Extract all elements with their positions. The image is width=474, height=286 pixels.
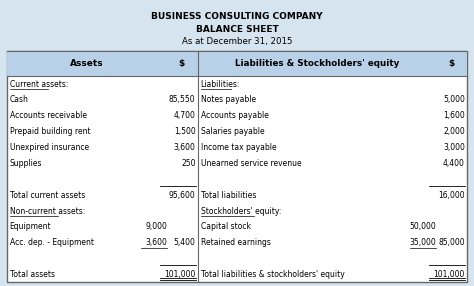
Text: Total current assets: Total current assets [9, 191, 85, 200]
Text: 85,000: 85,000 [438, 238, 465, 247]
Text: 35,000: 35,000 [410, 238, 437, 247]
Text: 250: 250 [181, 159, 195, 168]
Text: Total liabilities & stockholders' equity: Total liabilities & stockholders' equity [201, 270, 345, 279]
Bar [7, 51, 467, 283]
Text: 95,600: 95,600 [169, 191, 195, 200]
Text: Retained earnings: Retained earnings [201, 238, 271, 247]
Text: Acc. dep. - Equipment: Acc. dep. - Equipment [9, 238, 94, 247]
Text: 3,000: 3,000 [443, 143, 465, 152]
Text: Accounts receivable: Accounts receivable [9, 111, 87, 120]
Text: Notes payable: Notes payable [201, 96, 256, 104]
Text: 5,400: 5,400 [173, 238, 195, 247]
Bar [7, 51, 467, 76]
Text: Capital stock: Capital stock [201, 223, 251, 231]
Text: Stockholders' equity:: Stockholders' equity: [201, 206, 281, 216]
Text: Salaries payable: Salaries payable [201, 127, 264, 136]
Text: BALANCE SHEET: BALANCE SHEET [196, 25, 278, 34]
Text: 85,550: 85,550 [169, 96, 195, 104]
Text: Assets: Assets [70, 59, 104, 68]
Text: 50,000: 50,000 [410, 223, 437, 231]
Text: Unearned service revenue: Unearned service revenue [201, 159, 301, 168]
Text: Liabilities & Stockholders' equity: Liabilities & Stockholders' equity [235, 59, 399, 68]
Text: Cash: Cash [9, 96, 28, 104]
Text: BUSINESS CONSULTING COMPANY: BUSINESS CONSULTING COMPANY [151, 12, 323, 21]
Text: 2,000: 2,000 [443, 127, 465, 136]
Text: Equipment: Equipment [9, 223, 51, 231]
Text: 16,000: 16,000 [438, 191, 465, 200]
Text: 3,600: 3,600 [145, 238, 167, 247]
Text: 1,500: 1,500 [174, 127, 195, 136]
Text: 4,400: 4,400 [443, 159, 465, 168]
Text: 9,000: 9,000 [145, 223, 167, 231]
Text: $: $ [178, 59, 184, 68]
Text: Accounts payable: Accounts payable [201, 111, 269, 120]
Text: Liabilities:: Liabilities: [201, 80, 240, 89]
Text: Total assets: Total assets [9, 270, 55, 279]
Text: 101,000: 101,000 [164, 270, 195, 279]
Text: $: $ [449, 59, 455, 68]
Text: 101,000: 101,000 [433, 270, 465, 279]
Text: Total liabilities: Total liabilities [201, 191, 256, 200]
Text: 4,700: 4,700 [173, 111, 195, 120]
Text: Non-current assets:: Non-current assets: [9, 206, 85, 216]
Text: 3,600: 3,600 [173, 143, 195, 152]
Text: Prepaid building rent: Prepaid building rent [9, 127, 91, 136]
Text: 5,000: 5,000 [443, 96, 465, 104]
Text: Current assets:: Current assets: [9, 80, 68, 89]
Text: 1,600: 1,600 [443, 111, 465, 120]
Text: Income tax payable: Income tax payable [201, 143, 276, 152]
Text: Unexpired insurance: Unexpired insurance [9, 143, 89, 152]
Text: As at December 31, 2015: As at December 31, 2015 [182, 37, 292, 46]
Text: Supplies: Supplies [9, 159, 42, 168]
